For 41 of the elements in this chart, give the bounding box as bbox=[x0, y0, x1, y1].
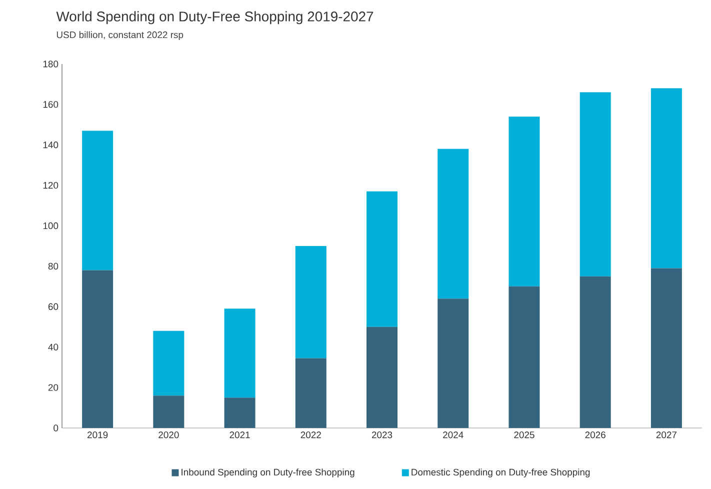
bar bbox=[508, 286, 540, 428]
bar bbox=[580, 92, 611, 276]
bar bbox=[82, 130, 114, 270]
bar bbox=[366, 191, 398, 327]
y-tick-label: 60 bbox=[48, 303, 58, 310]
bar bbox=[153, 396, 184, 428]
x-tick-label: 2025 bbox=[514, 432, 534, 438]
y-tick-label: 120 bbox=[43, 182, 58, 189]
chart-title: World Spending on Duty-Free Shopping 2019-2027 bbox=[56, 11, 374, 24]
bar bbox=[153, 330, 184, 396]
bar bbox=[580, 276, 611, 428]
y-tick-label: 140 bbox=[43, 142, 58, 148]
y-tick-label: 0 bbox=[54, 424, 58, 432]
bar bbox=[438, 148, 469, 299]
x-tick-label: 2022 bbox=[300, 432, 321, 438]
x-tick-label: 2024 bbox=[443, 432, 464, 438]
x-tick-label: 2020 bbox=[158, 432, 179, 438]
bar bbox=[508, 116, 540, 286]
bar bbox=[366, 326, 398, 428]
y-tick-label: 180 bbox=[43, 60, 58, 68]
bar bbox=[295, 358, 326, 428]
bar bbox=[650, 88, 682, 268]
bar bbox=[650, 268, 682, 428]
legend-label: Domestic Spending on Duty-free Shopping bbox=[412, 468, 590, 478]
bar bbox=[224, 398, 256, 428]
x-tick-label: 2021 bbox=[230, 432, 250, 438]
legend-label: Inbound Spending on Duty-free Shopping bbox=[182, 468, 354, 478]
y-tick-label: 100 bbox=[43, 222, 58, 230]
y-tick-label: 160 bbox=[43, 101, 58, 108]
x-tick-label: 2027 bbox=[656, 432, 677, 438]
y-tick-label: 80 bbox=[48, 262, 58, 270]
chart-subtitle: USD billion, constant 2022 rsp bbox=[56, 31, 184, 40]
x-tick-label: 2023 bbox=[372, 432, 392, 438]
bar bbox=[295, 246, 326, 358]
x-tick-label: 2019 bbox=[88, 432, 108, 438]
y-tick-label: 20 bbox=[48, 384, 58, 391]
y-tick-label: 40 bbox=[48, 344, 58, 350]
bar bbox=[438, 298, 469, 428]
x-tick-label: 2026 bbox=[585, 432, 606, 438]
bar bbox=[224, 308, 256, 398]
bar bbox=[82, 270, 114, 428]
